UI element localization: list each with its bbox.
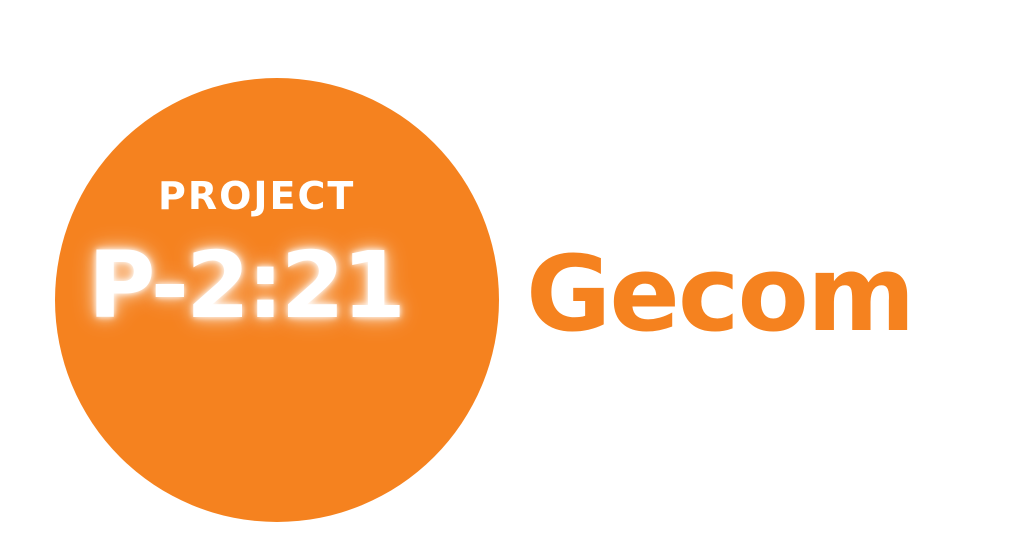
orange-circle-badge [55,78,499,522]
project-label: PROJECT [158,174,356,218]
brand-name: Gecom [526,233,915,355]
project-code: P-2:21 [88,232,406,339]
